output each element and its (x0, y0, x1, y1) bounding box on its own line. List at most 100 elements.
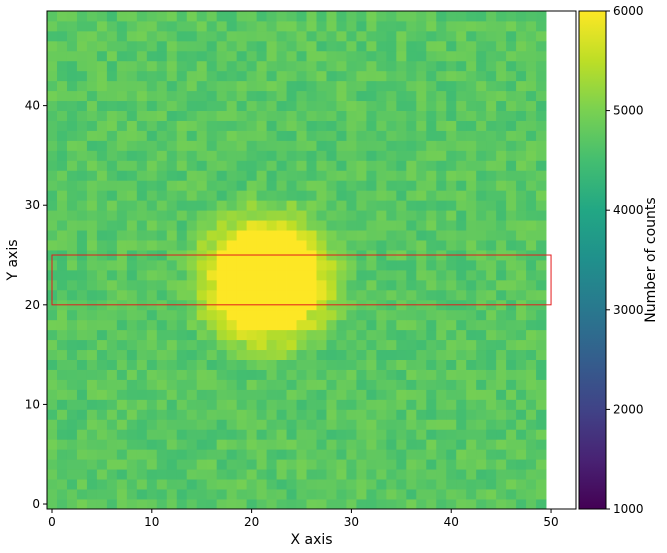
heatmap-cell (266, 11, 277, 22)
heatmap-cell (526, 359, 537, 370)
heatmap-cell (256, 180, 267, 191)
heatmap-cell (436, 110, 447, 121)
heatmap-cell (406, 369, 417, 380)
heatmap-cell (136, 200, 148, 211)
heatmap-cell (486, 20, 497, 32)
heatmap-cell (306, 449, 317, 460)
heatmap-cell (286, 190, 297, 201)
heatmap-cell (286, 11, 297, 22)
heatmap-cell (196, 479, 208, 490)
heatmap-cell (396, 479, 407, 490)
heatmap-cell (396, 279, 407, 291)
heatmap-cell (366, 260, 377, 271)
heatmap-cell (386, 329, 397, 341)
heatmap-cell (506, 499, 517, 510)
heatmap-cell (376, 499, 387, 510)
heatmap-cell (216, 80, 228, 92)
heatmap-cell (106, 220, 118, 231)
heatmap-cell (346, 289, 357, 301)
heatmap-cell (156, 70, 168, 82)
heatmap-cell (386, 349, 397, 360)
x-tick-label: 30 (344, 515, 359, 529)
heatmap-cell (366, 110, 377, 121)
heatmap-cell (56, 110, 68, 121)
heatmap-cell (226, 309, 238, 321)
heatmap-cell (366, 379, 377, 390)
heatmap-cell (426, 439, 437, 450)
heatmap-cell (316, 329, 327, 341)
heatmap-cell (526, 50, 537, 62)
heatmap-cell (326, 319, 337, 331)
heatmap-cell (236, 269, 248, 281)
heatmap-cell (136, 40, 148, 52)
heatmap-cell (446, 489, 457, 500)
heatmap-cell (146, 100, 158, 111)
heatmap-cell (536, 339, 547, 351)
heatmap-cell (196, 190, 208, 201)
heatmap-cell (56, 399, 68, 410)
heatmap-cell (326, 459, 337, 470)
heatmap-cell (156, 90, 168, 102)
heatmap-cell (216, 90, 228, 102)
heatmap-cell (176, 419, 188, 430)
heatmap-cell (426, 60, 437, 72)
heatmap-cell (176, 70, 188, 82)
heatmap-cell (426, 379, 437, 390)
heatmap-cell (466, 379, 477, 390)
heatmap-cell (406, 200, 417, 211)
heatmap-cell (196, 210, 208, 221)
heatmap-cell (116, 269, 128, 281)
heatmap-cell (336, 180, 347, 191)
heatmap-cell (106, 329, 118, 341)
heatmap-cell (256, 269, 267, 281)
heatmap-cell (86, 439, 98, 450)
heatmap-cell (206, 399, 218, 410)
heatmap-cell (156, 349, 168, 360)
heatmap-cell (86, 230, 98, 241)
heatmap-cell (326, 140, 337, 151)
heatmap-cell (366, 289, 377, 301)
heatmap-cell (296, 369, 307, 380)
heatmap-cell (516, 210, 527, 221)
heatmap-cell (236, 240, 248, 251)
heatmap-cell (266, 379, 277, 390)
heatmap-cell (96, 210, 108, 221)
heatmap-cell (416, 230, 427, 241)
heatmap-cell (136, 240, 148, 251)
heatmap-cell (186, 150, 198, 161)
heatmap-cell (446, 439, 457, 450)
heatmap-cell (296, 439, 307, 450)
heatmap-cell (486, 309, 497, 321)
heatmap-cell (316, 279, 327, 291)
heatmap-cell (476, 60, 487, 72)
heatmap-cell (296, 210, 307, 221)
heatmap-cell (136, 409, 148, 420)
heatmap-cell (236, 419, 248, 430)
heatmap-cell (506, 429, 517, 440)
heatmap-cell (406, 110, 417, 121)
heatmap-cell (506, 180, 517, 191)
heatmap-cell (136, 349, 148, 360)
heatmap-cell (116, 459, 128, 470)
heatmap-cell (166, 170, 178, 181)
heatmap-cell (186, 40, 198, 52)
heatmap-cell (276, 399, 287, 410)
heatmap-cell (416, 240, 427, 251)
heatmap-cell (146, 240, 158, 251)
heatmap-cell (56, 349, 68, 360)
heatmap-cell (516, 100, 527, 111)
heatmap-cell (436, 449, 447, 460)
heatmap-cell (296, 499, 307, 510)
heatmap-cell (226, 329, 238, 341)
heatmap-cell (436, 319, 447, 331)
heatmap-cell (506, 399, 517, 410)
heatmap-cell (76, 489, 88, 500)
heatmap-cell (126, 389, 138, 400)
heatmap-cell (376, 100, 387, 111)
heatmap-cell (246, 230, 257, 241)
heatmap-cell (206, 409, 218, 420)
heatmap-cell (286, 289, 297, 301)
heatmap-cell (436, 489, 447, 500)
heatmap-cell (86, 419, 98, 430)
heatmap-cell (47, 30, 58, 42)
